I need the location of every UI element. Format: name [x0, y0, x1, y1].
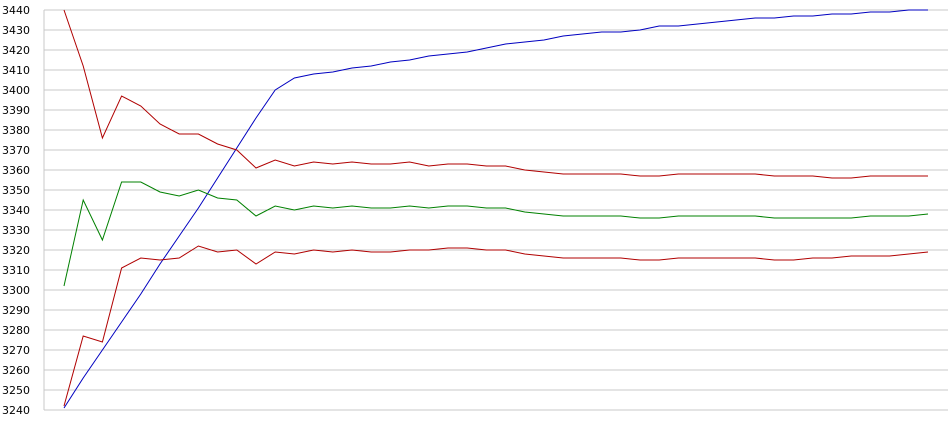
- y-tick-label: 3360: [2, 164, 30, 177]
- y-tick-label: 3300: [2, 284, 30, 297]
- y-tick-label: 3310: [2, 264, 30, 277]
- y-tick-label: 3270: [2, 344, 30, 357]
- y-tick-label: 3350: [2, 184, 30, 197]
- y-tick-label: 3390: [2, 104, 30, 117]
- series-line-1: [63, 9, 928, 409]
- y-tick-label: 3430: [2, 24, 30, 37]
- grid-lines: [44, 9, 948, 411]
- y-tick-label: 3320: [2, 244, 30, 257]
- y-tick-label: 3240: [2, 404, 30, 417]
- series-lines: [63, 9, 929, 409]
- y-tick-label: 3400: [2, 84, 30, 97]
- y-tick-label: 3410: [2, 64, 30, 77]
- y-tick-label: 3280: [2, 324, 30, 337]
- y-tick-label: 3330: [2, 224, 30, 237]
- y-tick-label: 3380: [2, 124, 30, 137]
- y-tick-label: 3340: [2, 204, 30, 217]
- y-tick-label: 3250: [2, 384, 30, 397]
- series-line-2: [63, 9, 928, 179]
- y-tick-label: 3290: [2, 304, 30, 317]
- y-tick-label: 3260: [2, 364, 30, 377]
- series-line-3: [63, 181, 929, 287]
- y-axis-tick-labels: 3240 3250 3260 3270 3280 3290 3300 3310 3320 3330…: [2, 4, 30, 417]
- y-tick-label: 3370: [2, 144, 30, 157]
- y-tick-label: 3440: [2, 4, 30, 17]
- series-line-4: [63, 245, 929, 407]
- y-tick-label: 3420: [2, 44, 30, 57]
- axes: [43, 10, 948, 411]
